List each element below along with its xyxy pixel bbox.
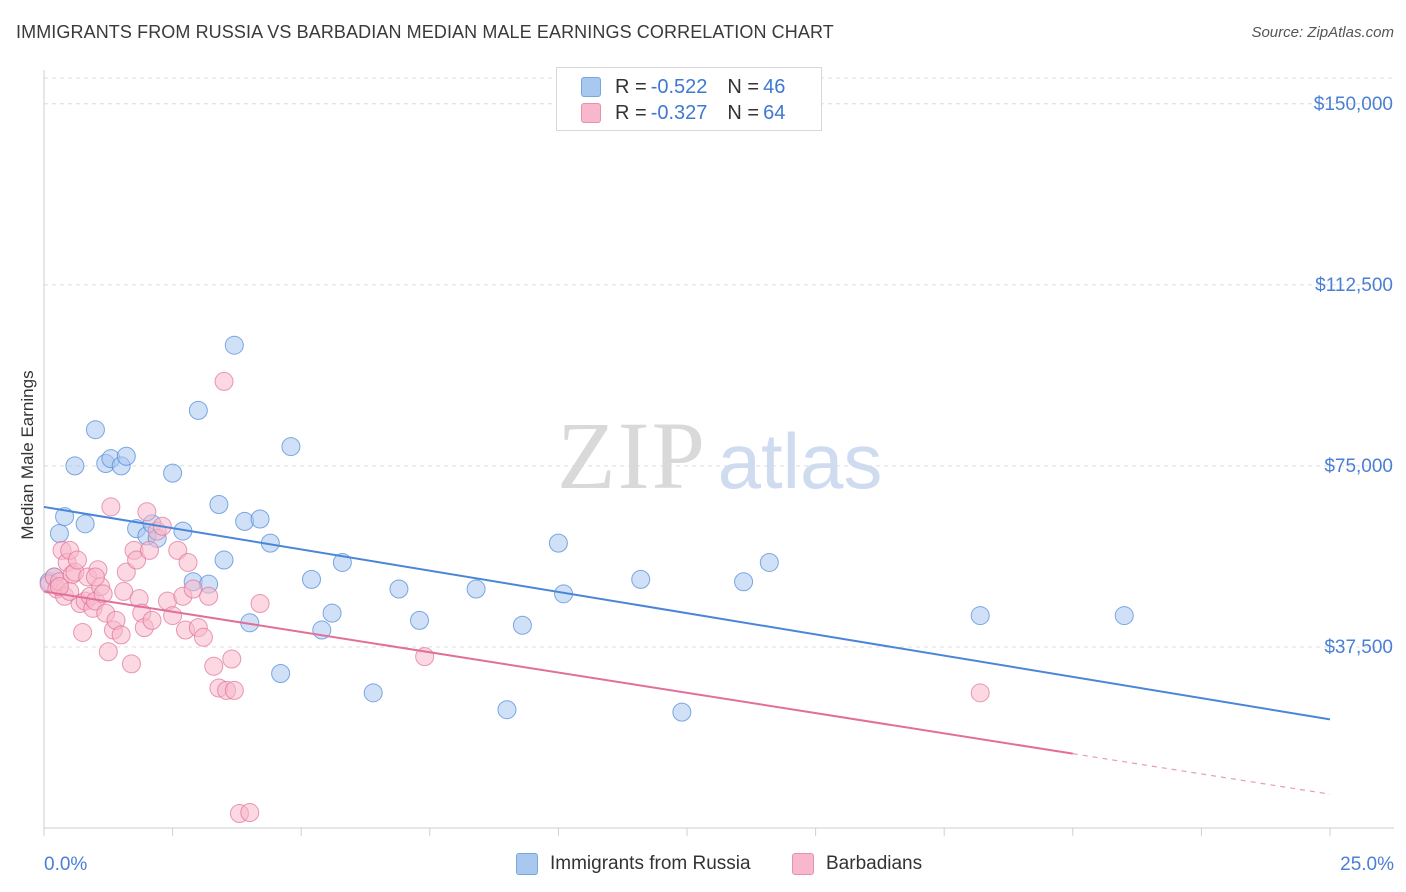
russia-point <box>224 335 244 355</box>
barbadian-point <box>193 627 213 647</box>
legend-n-label: N = <box>727 101 760 124</box>
x-tick-label: 0.0% <box>44 854 87 875</box>
russia-point <box>970 606 990 626</box>
russia-point <box>363 683 383 703</box>
russia-point <box>631 569 651 589</box>
barbadian-point <box>224 680 244 700</box>
barbadian-point <box>163 606 183 626</box>
russia-point <box>548 533 568 553</box>
russia-point <box>301 569 321 589</box>
source-note: Source: ZipAtlas.com <box>1251 24 1394 41</box>
correlation-legend: R = -0.522 N = 46 R = -0.327 N = 64 <box>556 67 822 131</box>
barbadian-point <box>199 586 219 606</box>
russia-point <box>188 400 208 420</box>
russia-point <box>250 509 270 529</box>
russia-point <box>214 550 234 570</box>
barbadian-point <box>116 562 136 582</box>
russia-point <box>759 552 779 572</box>
watermark-zip: ZIP <box>557 402 707 509</box>
barbadian-point <box>127 550 147 570</box>
barbadian-point <box>49 577 69 597</box>
russia-point <box>116 446 136 466</box>
russia-point <box>1114 606 1134 626</box>
barbadian-point <box>85 567 105 587</box>
barbadian-trend-line-extension <box>1072 753 1331 795</box>
legend-n-value: 46 <box>763 75 786 98</box>
barbadian-point <box>101 497 121 517</box>
legend-r-value: -0.327 <box>650 101 708 124</box>
russia-point <box>672 702 692 722</box>
barbadian-point <box>240 803 260 823</box>
legend-r-value: -0.522 <box>650 75 708 98</box>
legend-r-label: R = <box>615 101 647 124</box>
legend-swatch-russia <box>581 77 601 97</box>
bottom-legend-label-barbadians: Barbadians <box>826 853 923 874</box>
barbadian-point <box>67 550 87 570</box>
legend-n-value: 64 <box>763 101 786 124</box>
legend-swatch-barbadians <box>581 103 601 123</box>
russia-point <box>281 437 301 457</box>
russia-point <box>734 572 754 592</box>
russia-point <box>410 610 430 630</box>
legend-row-russia: R = -0.522 N = 46 <box>581 75 785 99</box>
x-tick-label: 25.0% <box>1340 854 1394 875</box>
y-tick-label: $150,000 <box>1314 94 1393 115</box>
barbadian-point <box>121 654 141 674</box>
russia-point <box>389 579 409 599</box>
barbadian-point <box>137 502 157 522</box>
russia-point <box>497 700 517 720</box>
barbadian-point <box>98 642 118 662</box>
bottom-legend-russia: Immigrants from Russia <box>516 852 751 876</box>
barbadian-point <box>93 584 113 604</box>
russia-point <box>75 514 95 534</box>
chart-title: IMMIGRANTS FROM RUSSIA VS BARBADIAN MEDI… <box>16 22 834 42</box>
russia-point <box>512 615 532 635</box>
bottom-legend-swatch-russia <box>516 853 538 875</box>
barbadian-point <box>178 552 198 572</box>
barbadian-point <box>222 649 242 669</box>
legend-n-label: N = <box>727 75 760 98</box>
bottom-legend-swatch-barbadians <box>792 853 814 875</box>
y-tick-label: $37,500 <box>1324 637 1393 658</box>
russia-point <box>65 456 85 476</box>
russia-point <box>85 420 105 440</box>
barbadian-point <box>111 625 131 645</box>
russia-point <box>55 507 75 527</box>
bottom-legend-label-russia: Immigrants from Russia <box>550 853 751 874</box>
barbadian-point <box>204 656 224 676</box>
barbadian-point <box>214 371 234 391</box>
russia-point <box>49 523 69 543</box>
watermark-atlas: atlas <box>718 417 883 505</box>
legend-row-barbadians: R = -0.327 N = 64 <box>581 101 785 125</box>
barbadian-point <box>168 540 188 560</box>
barbadian-point <box>114 581 134 601</box>
barbadian-trend-line <box>43 590 1073 755</box>
barbadian-point <box>970 683 990 703</box>
legend-r-label: R = <box>615 75 647 98</box>
russia-point <box>466 579 486 599</box>
russia-point <box>271 664 291 684</box>
bottom-legend-barbadians: Barbadians <box>792 852 922 876</box>
barbadian-point <box>142 610 162 630</box>
barbadian-point <box>73 622 93 642</box>
y-tick-label: $112,500 <box>1315 275 1393 296</box>
russia-point <box>163 463 183 483</box>
russia-point <box>209 495 229 515</box>
barbadian-point <box>183 579 203 599</box>
barbadian-point <box>139 540 159 560</box>
y-tick-label: $75,000 <box>1324 456 1393 477</box>
russia-point <box>322 603 342 623</box>
russia-trend-line <box>43 505 1331 721</box>
barbadian-point <box>250 593 270 613</box>
